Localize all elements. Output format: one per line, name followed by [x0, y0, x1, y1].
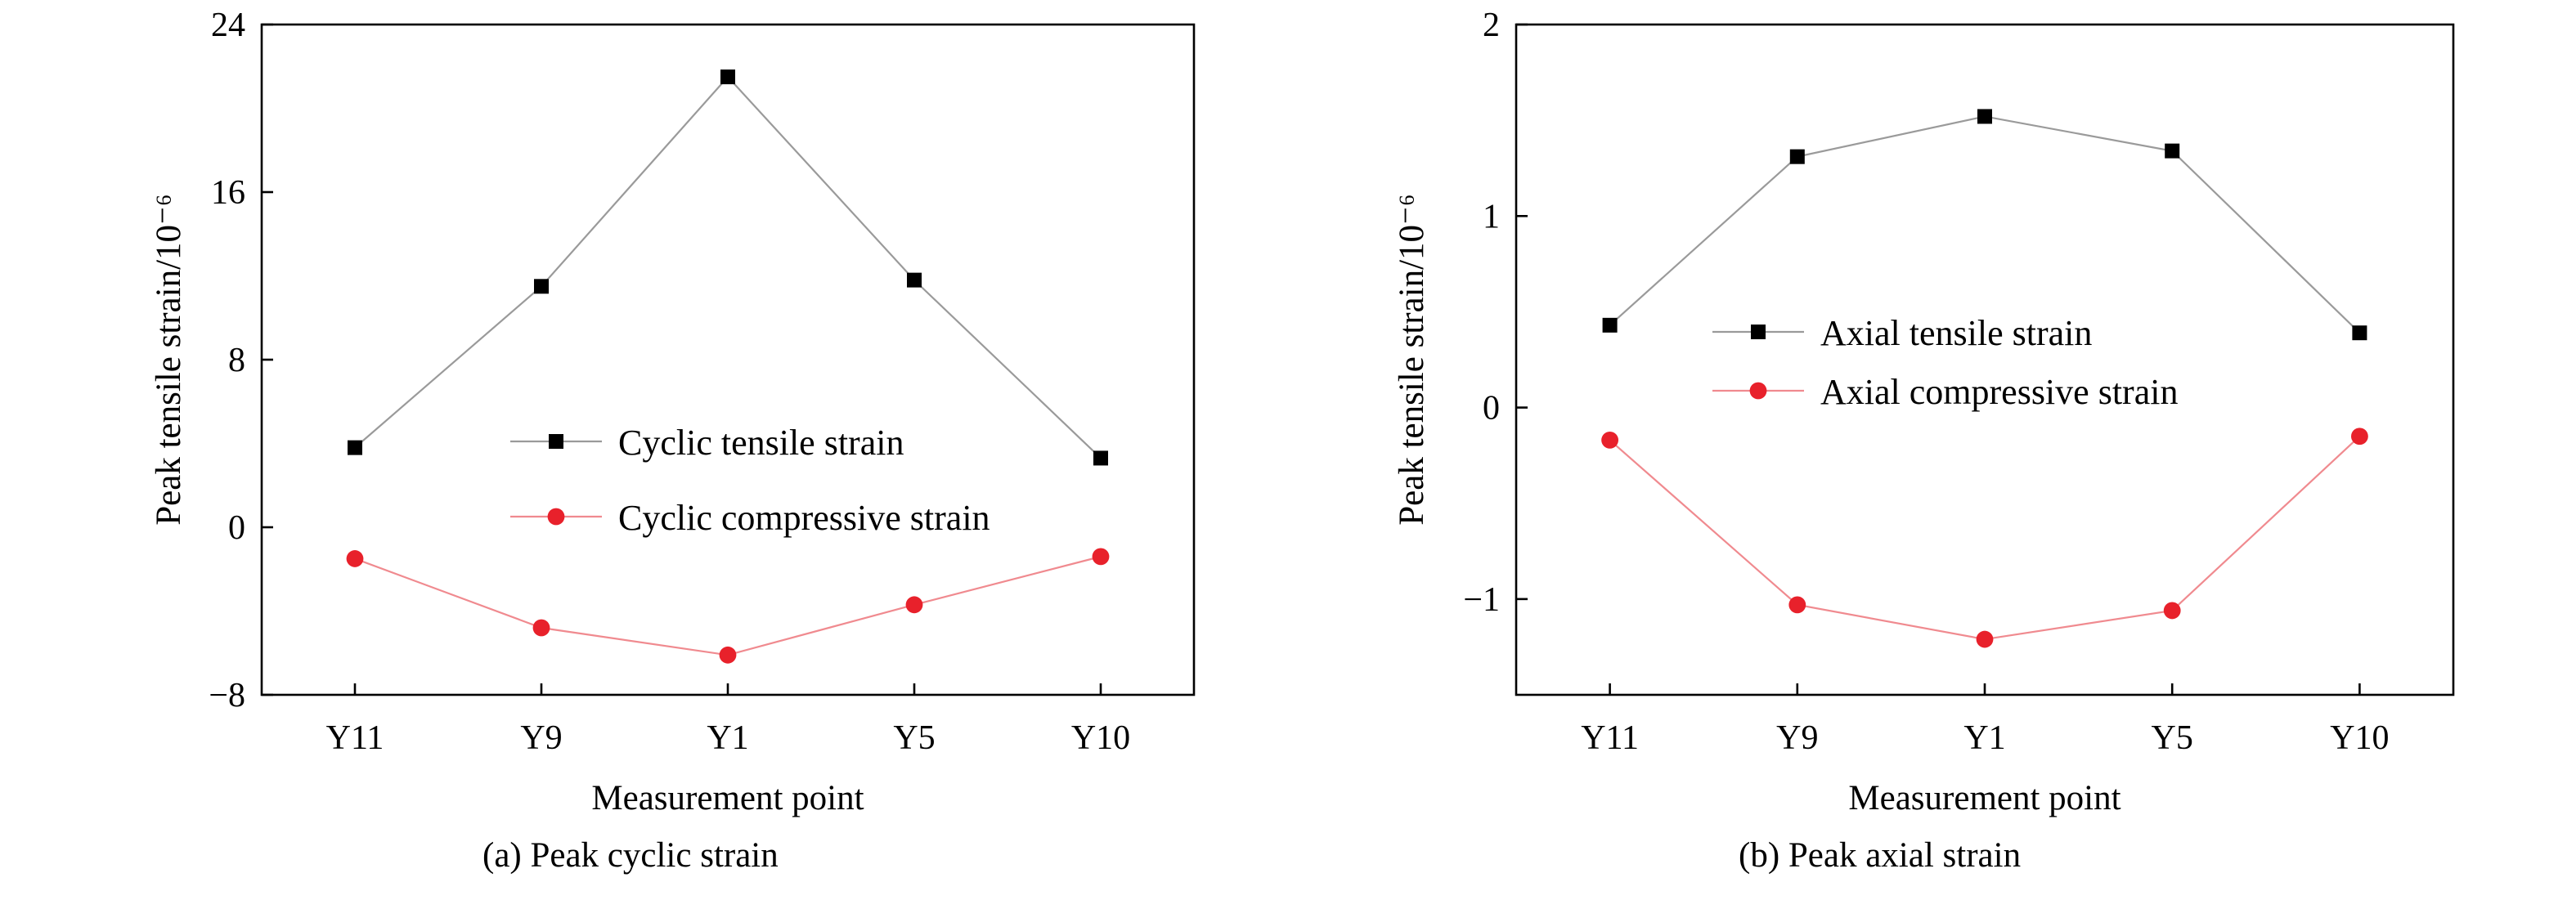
panel-a-ytick-label: 16 — [211, 174, 245, 212]
panel-b-point-compressive-y9 — [1788, 596, 1806, 614]
panel-a-ytick-label: 8 — [228, 342, 245, 379]
panel-a-series-line-compressive — [354, 555, 1102, 656]
panel-a-ytick-label: 24 — [211, 7, 245, 44]
panel-a-ytick-label: −8 — [209, 677, 245, 714]
panel-a-xtick-label-y11: Y11 — [326, 719, 384, 757]
panel-b-point-compressive-y1 — [1976, 630, 1994, 648]
panel-b-axial-strain-chart: −1 0 1 2 Y11 Y9 Y1 Y5 Y10 Axial tensile strain A… — [1393, 7, 2455, 875]
panel-b-series-line-tensile — [1609, 115, 2361, 334]
panel-a-point-tensile-y1 — [720, 69, 735, 85]
panel-a-point-tensile-y10 — [1093, 450, 1108, 466]
panel-a-point-tensile-y11 — [348, 440, 362, 455]
panel-a-xtick-label-y1: Y1 — [707, 719, 748, 757]
panel-a-legend-label-compressive: Cyclic compressive strain — [618, 498, 990, 538]
panel-a-plot-frame — [260, 23, 1196, 696]
panel-b-xtick-label-y9: Y9 — [1776, 719, 1818, 757]
panel-b-x-axis-label: Measurement point — [1848, 779, 2120, 817]
panel-a-legend-marker-tensile — [549, 434, 563, 449]
panel-b-plot-frame — [1515, 23, 2455, 696]
panel-b-legend-label-compressive: Axial compressive strain — [1820, 372, 2178, 412]
panel-a-x-axis-label: Measurement point — [591, 779, 864, 817]
panel-b-xtick-label-y10: Y10 — [2330, 719, 2389, 757]
panel-b-legend-marker-compressive — [1749, 382, 1767, 400]
panel-b-ytick-label: −1 — [1463, 581, 1500, 619]
panel-a-legend-marker-compressive — [547, 508, 565, 526]
panel-a-point-tensile-y5 — [907, 272, 922, 288]
panel-b-xtick-label-y1: Y1 — [1963, 719, 2005, 757]
panel-a-point-compressive-y1 — [719, 646, 737, 664]
panel-a-xtick-label-y5: Y5 — [893, 719, 935, 757]
panel-b-ytick-label: 0 — [1483, 390, 1500, 428]
panel-a-xtick-label-y10: Y10 — [1071, 719, 1130, 757]
panel-b-xtick-label-y5: Y5 — [2152, 719, 2193, 757]
panel-a-point-compressive-y11 — [346, 550, 364, 567]
panel-b-ytick-label: 1 — [1483, 198, 1500, 235]
panel-b-ytick-label: 2 — [1483, 7, 1500, 44]
panel-a-cyclic-strain-chart: −8 0 8 16 24 Y11 Y9 Y1 Y5 Y10 Cyclic tensile str… — [150, 7, 1196, 875]
panel-b-point-compressive-y10 — [2351, 428, 2368, 446]
panel-a-legend-label-tensile: Cyclic tensile strain — [618, 423, 904, 463]
panel-a-point-tensile-y9 — [534, 279, 549, 294]
panel-b-y-axis-label: Peak tensile strain/10⁻⁶ — [1393, 194, 1431, 526]
panel-b-point-compressive-y5 — [2163, 602, 2181, 620]
panel-b-legend-marker-tensile — [1751, 325, 1766, 339]
panel-a-xtick-label-y9: Y9 — [520, 719, 562, 757]
panel-a-y-axis-label: Peak tensile strain/10⁻⁶ — [150, 194, 188, 526]
panel-b-xtick-label-y11: Y11 — [1581, 719, 1639, 757]
panel-b-point-tensile-y9 — [1789, 149, 1805, 164]
panel-b-point-tensile-y1 — [1977, 109, 1992, 124]
panel-a-caption: (a) Peak cyclic strain — [482, 836, 779, 875]
panel-b-point-tensile-y11 — [1602, 317, 1618, 333]
panel-a-series-line-tensile — [354, 75, 1102, 459]
panel-a-point-compressive-y5 — [905, 596, 923, 614]
panel-a-ytick-label: 0 — [228, 509, 245, 547]
panel-a-point-compressive-y9 — [532, 619, 550, 637]
panel-b-point-compressive-y11 — [1601, 432, 1618, 449]
panel-b-series-line-compressive — [1609, 435, 2361, 641]
panel-a-point-compressive-y10 — [1092, 548, 1110, 566]
panel-b-caption: (b) Peak axial strain — [1739, 836, 2021, 875]
panel-b-point-tensile-y5 — [2165, 143, 2180, 159]
panel-b-legend-label-tensile: Axial tensile strain — [1820, 313, 2092, 353]
panel-b-point-tensile-y10 — [2352, 325, 2367, 341]
